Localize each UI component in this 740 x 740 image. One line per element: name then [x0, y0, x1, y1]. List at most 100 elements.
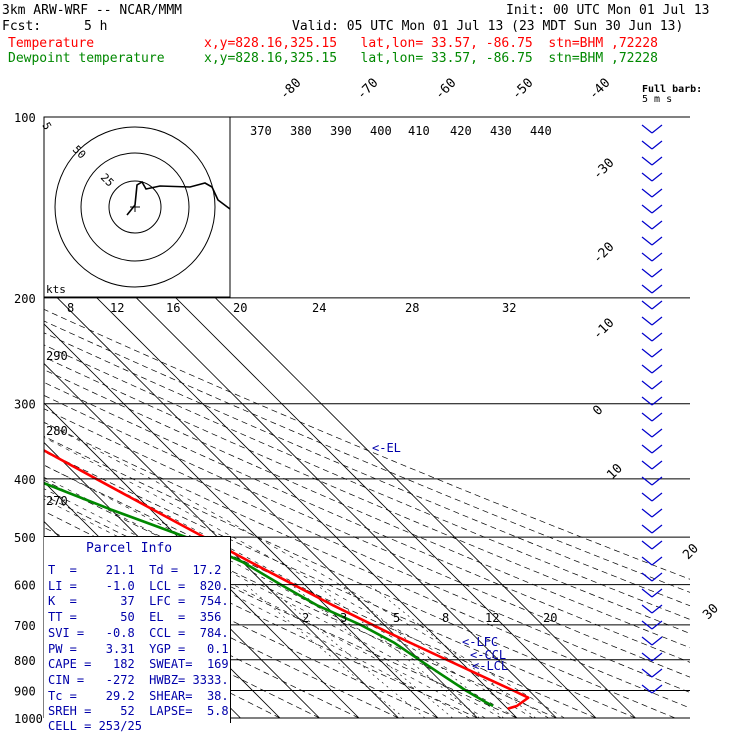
- dry-adiabat: [44, 369, 690, 649]
- wind-barb: [641, 284, 663, 294]
- theta-e-label: 410: [408, 124, 430, 138]
- valid-time: Valid: 05 UTC Mon 01 Jul 13 (23 MDT Sun …: [292, 19, 684, 34]
- wind-barb: [641, 668, 663, 678]
- parcel-row: CELL = 253/25: [48, 719, 142, 733]
- moist-adiabat: [44, 437, 549, 718]
- mixing-ratio-line: [369, 584, 536, 718]
- isotherm-label: -70: [354, 76, 381, 103]
- hodo-speed-tick: 32: [502, 301, 516, 315]
- theta-e-label: 420: [450, 124, 472, 138]
- wind-barb: [641, 268, 663, 278]
- wind-barb: [641, 332, 663, 342]
- hodo-speed-tick: 20: [233, 301, 247, 315]
- theta-label: 290: [46, 349, 68, 363]
- dry-adiabat: [44, 578, 320, 718]
- init-time: Init: 00 UTC Mon 01 Jul 13: [506, 3, 710, 18]
- wind-barb: [641, 492, 663, 502]
- isotherm-label: -40: [586, 76, 613, 103]
- isotherm-line: [44, 402, 360, 718]
- dry-adiabat: [44, 408, 690, 693]
- parcel-row: Tc = 29.2 SHEAR= 38.: [48, 689, 229, 703]
- hodograph-ring: [54, 126, 216, 288]
- isotherm-line: [44, 244, 518, 718]
- parcel-row: T = 21.1 Td = 17.2: [48, 563, 222, 577]
- theta-e-label: 400: [370, 124, 392, 138]
- wind-barb: [641, 124, 663, 134]
- mixing-ratio-label: 12: [485, 611, 499, 625]
- wind-barb: [641, 220, 663, 230]
- isotherm-label: -20: [590, 240, 617, 267]
- dew-legend-info: x,y=828.16,325.15 lat,lon= 33.57, -86.75…: [204, 51, 658, 66]
- isotherm-line: [44, 362, 399, 718]
- parcel-row: PW = 3.31 YGP = 0.1: [48, 642, 229, 656]
- theta-e-label: 380: [290, 124, 312, 138]
- pressure-tick-label: 600: [14, 579, 36, 593]
- level-annotation: <-EL: [372, 441, 401, 455]
- mixing-ratio-line: [265, 584, 426, 718]
- mixing-ratio-label: 20: [543, 611, 557, 625]
- dry-adiabat: [44, 510, 478, 718]
- model-title: 3km ARW-WRF -- NCAR/MMM: [2, 3, 183, 18]
- dew-legend-label: Dewpoint temperature: [8, 51, 165, 66]
- dry-adiabat: [44, 309, 690, 580]
- parcel-row: TT = 50 EL = 356: [48, 610, 222, 624]
- theta-e-label: 440: [530, 124, 552, 138]
- pressure-tick-label: 1000: [14, 712, 43, 726]
- isotherm-label: 0: [590, 403, 606, 419]
- hodograph-trace: [126, 180, 231, 216]
- wind-barb: [641, 316, 663, 326]
- pressure-tick-label: 300: [14, 398, 36, 412]
- isotherm-line: [44, 323, 439, 718]
- wind-barb: [641, 412, 663, 422]
- dry-adiabat: [44, 422, 690, 709]
- dry-adiabat: [44, 464, 597, 718]
- full-barb-label: Full barb:: [642, 84, 703, 95]
- wind-barb: [641, 252, 663, 262]
- pressure-tick-label: 900: [14, 684, 36, 698]
- wind-barb: [641, 204, 663, 214]
- isotherm-label: 20: [680, 541, 702, 563]
- pressure-tick-label: 400: [14, 473, 36, 487]
- wind-barb: [641, 188, 663, 198]
- temp-legend-label: Temperature: [8, 36, 95, 51]
- isotherm-label: 10: [604, 461, 626, 483]
- theta-label: 270: [46, 494, 68, 508]
- wind-barb: [641, 348, 663, 358]
- hodograph-ring: [80, 152, 190, 262]
- fcst-value: 5 h: [84, 19, 108, 34]
- theta-e-label: 430: [490, 124, 512, 138]
- wind-barb: [641, 172, 663, 182]
- isotherm-label: -80: [277, 76, 304, 103]
- pressure-tick-label: 800: [14, 654, 36, 668]
- full-barb-value: 5 m s: [642, 94, 673, 105]
- wind-barb: [641, 476, 663, 486]
- mixing-ratio-line: [316, 584, 480, 718]
- wind-barb: [641, 396, 663, 406]
- theta-e-label: 370: [250, 124, 272, 138]
- dry-adiabat: [44, 435, 676, 718]
- wind-barb: [641, 364, 663, 374]
- wind-barb: [641, 604, 663, 614]
- theta-label: 280: [46, 424, 68, 438]
- mixing-ratio-label: 5: [393, 611, 400, 625]
- isotherm-label: -60: [432, 76, 459, 103]
- pressure-tick-label: 200: [14, 292, 36, 306]
- wind-barb: [641, 588, 663, 598]
- wind-barb: [641, 652, 663, 662]
- parcel-row: K = 37 LFC = 754.: [48, 594, 229, 608]
- wind-barb: [641, 460, 663, 470]
- pressure-tick-label: 500: [14, 531, 36, 545]
- dewpoint-profile: [44, 481, 494, 708]
- hodo-speed-tick: 8: [67, 301, 74, 315]
- parcel-row: LI = -1.0 LCL = 820.: [48, 579, 229, 593]
- wind-barb: [641, 300, 663, 310]
- parcel-row: CIN = -272 HWBZ= 3333.: [48, 673, 229, 687]
- isotherm-label: -30: [590, 156, 617, 183]
- isotherm-label: -10: [590, 316, 617, 343]
- wind-barb: [641, 572, 663, 582]
- dry-adiabat: [44, 332, 690, 607]
- isotherm-label: -50: [509, 76, 536, 103]
- pressure-tick-label: 700: [14, 619, 36, 633]
- level-annotation: <-CCL: [470, 648, 506, 662]
- wind-barb: [641, 140, 663, 150]
